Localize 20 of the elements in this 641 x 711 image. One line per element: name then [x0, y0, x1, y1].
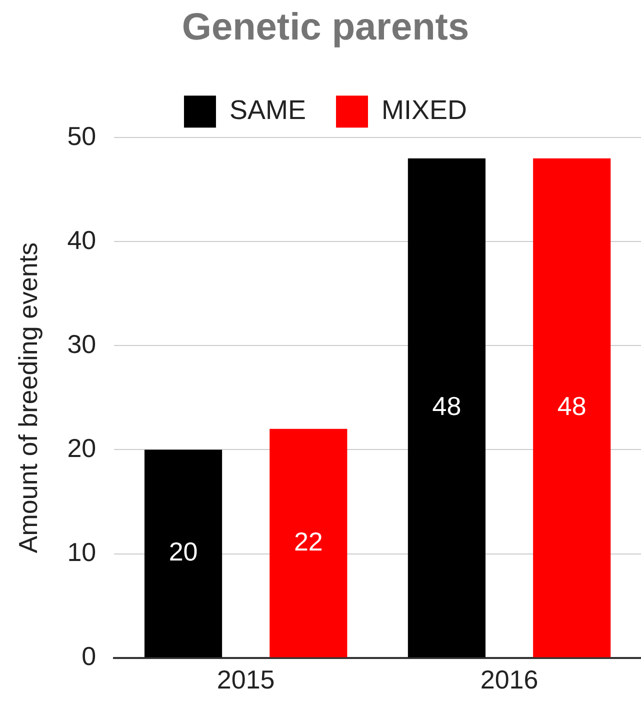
- data-label: 48: [432, 391, 462, 422]
- data-label: 48: [557, 391, 586, 422]
- y-axis-title: Amount of breeding events: [12, 242, 43, 554]
- y-tick-label: 20: [67, 432, 96, 463]
- data-label: 20: [168, 536, 198, 567]
- y-tick-label: 30: [67, 328, 96, 359]
- bar: [144, 450, 222, 658]
- y-tick-label: 10: [67, 536, 96, 567]
- x-tick-label: 2015: [216, 664, 275, 695]
- x-tick-label: 2016: [480, 664, 538, 695]
- y-tick-label: 0: [82, 640, 96, 671]
- bar: [533, 158, 611, 658]
- y-tick-label: 50: [67, 120, 96, 151]
- bar: [270, 428, 348, 658]
- bar: [408, 158, 486, 658]
- legend-label: MIXED: [382, 95, 468, 126]
- y-tick-label: 40: [67, 224, 96, 255]
- chart-title: Genetic parents: [182, 6, 470, 48]
- legend-label: SAME: [229, 95, 306, 126]
- data-label: 22: [294, 526, 323, 556]
